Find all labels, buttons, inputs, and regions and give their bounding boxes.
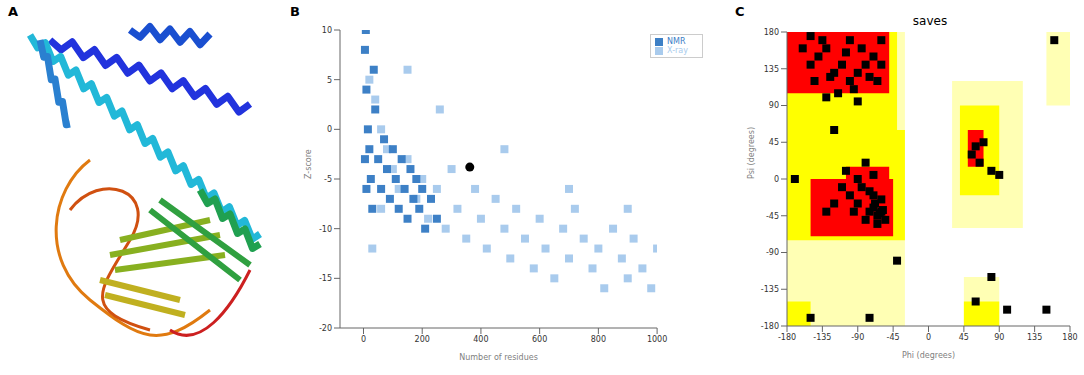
svg-text:90: 90 [769, 101, 779, 110]
svg-text:1000: 1000 [647, 335, 667, 344]
svg-text:-45: -45 [766, 212, 779, 221]
svg-text:Z-score: Z-score [304, 149, 313, 179]
svg-text:180: 180 [1062, 333, 1077, 342]
svg-text:-135: -135 [813, 333, 831, 342]
svg-text:135: 135 [1027, 333, 1042, 342]
svg-text:400: 400 [473, 335, 488, 344]
svg-text:-90: -90 [851, 333, 864, 342]
svg-text:180: 180 [764, 28, 779, 37]
svg-text:800: 800 [591, 335, 606, 344]
svg-text:135: 135 [764, 65, 779, 74]
html-text:X-ray: X-ray [667, 46, 688, 55]
svg-text:0: 0 [926, 333, 931, 342]
svg-text:-180: -180 [761, 322, 779, 331]
html-text:B: B [290, 4, 300, 19]
svg-text:10: 10 [322, 26, 332, 35]
html-text:saves: saves [912, 14, 948, 28]
html-text:NMR: NMR [667, 37, 686, 46]
svg-text:-180: -180 [778, 333, 796, 342]
svg-text:-135: -135 [761, 285, 779, 294]
svg-text:-45: -45 [887, 333, 900, 342]
svg-text:90: 90 [994, 333, 1004, 342]
svg-text:5: 5 [327, 76, 332, 85]
svg-text:-5: -5 [324, 175, 332, 184]
svg-text:45: 45 [769, 138, 779, 147]
svg-text:-10: -10 [319, 225, 332, 234]
html-text:A: A [8, 4, 19, 19]
svg-text:-15: -15 [319, 274, 332, 283]
svg-text:0: 0 [361, 335, 366, 344]
svg-text:Number of residues: Number of residues [459, 353, 538, 362]
svg-text:-90: -90 [766, 248, 779, 257]
html-text:C: C [735, 4, 745, 19]
svg-text:45: 45 [959, 333, 969, 342]
svg-text:600: 600 [532, 335, 547, 344]
svg-text:200: 200 [415, 335, 430, 344]
svg-text:-20: -20 [319, 324, 332, 333]
svg-text:Psi (degrees): Psi (degrees) [747, 127, 756, 179]
svg-text:0: 0 [327, 125, 332, 134]
svg-text:Phi (degrees): Phi (degrees) [902, 351, 955, 360]
svg-text:0: 0 [774, 175, 779, 184]
